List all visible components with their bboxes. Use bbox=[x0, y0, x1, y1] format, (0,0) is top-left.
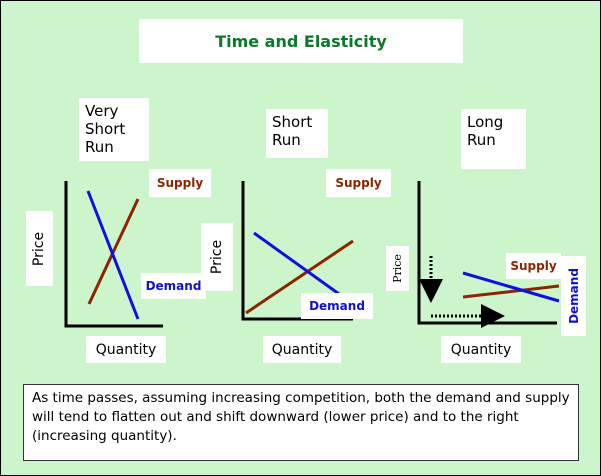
demand-text: Demand bbox=[566, 268, 581, 324]
y-axis-label: Price bbox=[201, 223, 233, 291]
demand-label: Demand bbox=[301, 293, 373, 319]
x-axis-label: Quantity bbox=[441, 336, 521, 363]
demand-curve bbox=[86, 190, 140, 320]
supply-label: Supply bbox=[506, 253, 561, 279]
supply-curve bbox=[87, 198, 140, 305]
supply-curve bbox=[462, 284, 560, 299]
panel-label: Short Run bbox=[266, 109, 328, 158]
supply-label: Supply bbox=[326, 169, 391, 197]
x-axis-label: Quantity bbox=[263, 336, 341, 363]
panel-label: Very Short Run bbox=[79, 98, 149, 161]
caption: As time passes, assuming increasing comp… bbox=[23, 384, 579, 461]
y-axis-text: Price bbox=[391, 254, 405, 283]
demand-curve bbox=[253, 231, 347, 301]
demand-label: Demand bbox=[561, 256, 586, 336]
y-axis-label: Price bbox=[26, 211, 53, 286]
axes bbox=[64, 181, 557, 328]
y-axis-text: Price bbox=[209, 239, 225, 275]
panel-label: Long Run bbox=[461, 109, 526, 169]
title: Time and Elasticity bbox=[215, 31, 387, 51]
shift-arrows bbox=[419, 256, 505, 328]
x-axis-label: Quantity bbox=[86, 336, 166, 363]
supply-curve bbox=[245, 239, 354, 315]
supply-label: Supply bbox=[149, 169, 211, 197]
y-axis-text: Price bbox=[31, 231, 48, 266]
y-axis-label: Price bbox=[386, 246, 409, 291]
title-box: Time and Elasticity bbox=[139, 19, 463, 63]
demand-curve bbox=[462, 271, 560, 303]
curves bbox=[86, 190, 560, 320]
demand-label: Demand bbox=[141, 273, 206, 299]
